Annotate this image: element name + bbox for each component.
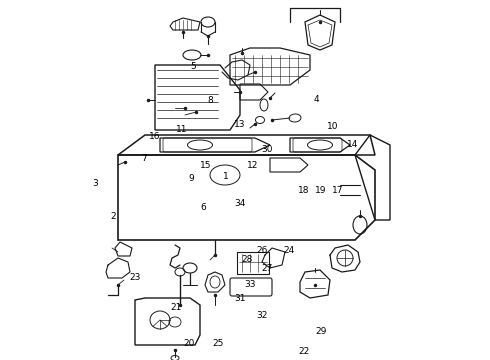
Text: 5: 5 [191,62,196,71]
Text: 8: 8 [208,96,214,105]
Text: 26: 26 [256,246,268,255]
Text: 1: 1 [222,172,228,181]
Text: 16: 16 [148,132,160,141]
Text: 7: 7 [142,154,147,163]
Text: 21: 21 [171,303,182,312]
Text: 33: 33 [244,280,256,289]
Text: 9: 9 [188,174,194,183]
Text: 23: 23 [129,273,141,282]
Text: 10: 10 [327,122,339,131]
Text: 11: 11 [175,125,187,134]
Text: 32: 32 [256,310,268,320]
Text: 2: 2 [110,212,116,220]
Text: 15: 15 [200,161,212,170]
Text: 28: 28 [242,255,253,264]
Text: 22: 22 [298,346,309,356]
Text: 14: 14 [347,140,359,149]
Text: 30: 30 [261,145,273,154]
Text: 31: 31 [234,294,246,303]
Text: 27: 27 [261,264,273,273]
Text: 6: 6 [200,202,206,211]
Text: 29: 29 [315,327,327,336]
Text: 17: 17 [332,186,344,195]
Text: 34: 34 [234,199,246,208]
Text: 20: 20 [183,339,195,348]
Text: 4: 4 [313,95,319,104]
Text: 3: 3 [93,179,98,188]
Bar [237,252,269,274]
Text: 13: 13 [234,120,246,129]
Text: 24: 24 [284,246,294,255]
Text: 12: 12 [246,161,258,170]
Text: 19: 19 [315,186,327,195]
Text: 25: 25 [212,339,224,348]
Text: 18: 18 [298,186,310,195]
